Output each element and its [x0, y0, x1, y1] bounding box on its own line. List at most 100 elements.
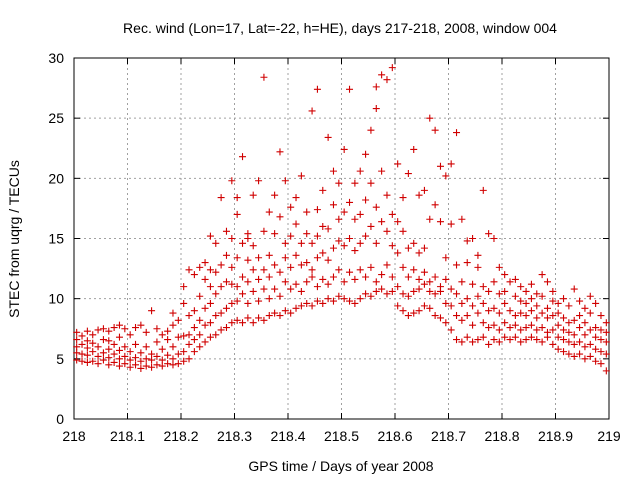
- data-point: [201, 259, 209, 267]
- data-point: [164, 351, 172, 359]
- data-point: [137, 349, 145, 357]
- data-point: [110, 358, 118, 366]
- data-point: [586, 309, 594, 317]
- data-point: [265, 273, 273, 281]
- data-point: [485, 287, 493, 295]
- data-point: [538, 324, 546, 332]
- data-point: [517, 338, 525, 346]
- data-point: [89, 331, 97, 339]
- data-point: [367, 126, 375, 134]
- data-point: [501, 319, 509, 327]
- data-point: [415, 191, 423, 199]
- data-point: [490, 336, 498, 344]
- data-point: [73, 349, 81, 357]
- data-point: [169, 321, 177, 329]
- data-point: [527, 321, 535, 329]
- data-point: [335, 215, 343, 223]
- data-point: [511, 321, 519, 329]
- data-point: [196, 331, 204, 339]
- data-point: [249, 287, 257, 295]
- data-point: [190, 348, 198, 356]
- data-point: [420, 280, 428, 288]
- data-point: [517, 326, 525, 334]
- data-point: [522, 336, 530, 344]
- data-point: [217, 326, 225, 334]
- data-point: [351, 215, 359, 223]
- data-point: [543, 314, 551, 322]
- x-tick-label: 218.5: [324, 428, 359, 444]
- data-point: [501, 333, 509, 341]
- data-point: [404, 312, 412, 320]
- data-point: [340, 145, 348, 153]
- data-point: [169, 361, 177, 369]
- data-point: [217, 261, 225, 269]
- data-point: [469, 302, 477, 310]
- data-point: [506, 307, 514, 315]
- data-point: [442, 275, 450, 283]
- data-point: [153, 325, 161, 333]
- data-points: [73, 64, 610, 375]
- data-point: [271, 309, 279, 317]
- data-point: [174, 333, 182, 341]
- data-point: [73, 343, 81, 351]
- x-tick-label: 218: [62, 428, 86, 444]
- data-point: [121, 352, 129, 360]
- data-point: [153, 352, 161, 360]
- data-point: [121, 325, 129, 333]
- data-point: [581, 343, 589, 351]
- data-point: [212, 290, 220, 298]
- data-point: [597, 336, 605, 344]
- data-point: [276, 148, 284, 156]
- data-point: [292, 304, 300, 312]
- data-point: [222, 304, 230, 312]
- data-point: [319, 275, 327, 283]
- data-point: [206, 319, 214, 327]
- data-point: [73, 336, 81, 344]
- data-point: [249, 266, 257, 274]
- data-point: [212, 331, 220, 339]
- data-point: [78, 350, 86, 358]
- data-point: [281, 239, 289, 247]
- data-point: [324, 295, 332, 303]
- data-point: [362, 290, 370, 298]
- data-point: [495, 309, 503, 317]
- data-point: [543, 328, 551, 336]
- data-point: [506, 324, 514, 332]
- data-point: [378, 218, 386, 226]
- data-point: [105, 361, 113, 369]
- data-point: [319, 299, 327, 307]
- data-point: [137, 364, 145, 372]
- data-point: [447, 326, 455, 334]
- data-point: [126, 363, 134, 371]
- data-point: [244, 299, 252, 307]
- data-point: [436, 283, 444, 291]
- data-point: [356, 167, 364, 175]
- data-point: [458, 215, 466, 223]
- data-point: [453, 290, 461, 298]
- data-point: [78, 357, 86, 365]
- data-point: [303, 230, 311, 238]
- data-point: [115, 346, 123, 354]
- data-point: [351, 247, 359, 255]
- data-point: [83, 344, 91, 352]
- data-point: [340, 242, 348, 250]
- data-point: [201, 338, 209, 346]
- data-point: [89, 357, 97, 365]
- data-point: [463, 237, 471, 245]
- data-point: [420, 302, 428, 310]
- data-point: [399, 227, 407, 235]
- data-point: [169, 355, 177, 363]
- data-point: [180, 299, 188, 307]
- data-point: [228, 280, 236, 288]
- data-point: [83, 327, 91, 335]
- data-point: [281, 307, 289, 315]
- data-point: [233, 316, 241, 324]
- data-point: [602, 350, 610, 358]
- data-point: [415, 249, 423, 257]
- data-point: [346, 268, 354, 276]
- data-point: [431, 126, 439, 134]
- data-point: [485, 230, 493, 238]
- data-point: [99, 349, 107, 357]
- data-point: [533, 326, 541, 334]
- data-point: [420, 268, 428, 276]
